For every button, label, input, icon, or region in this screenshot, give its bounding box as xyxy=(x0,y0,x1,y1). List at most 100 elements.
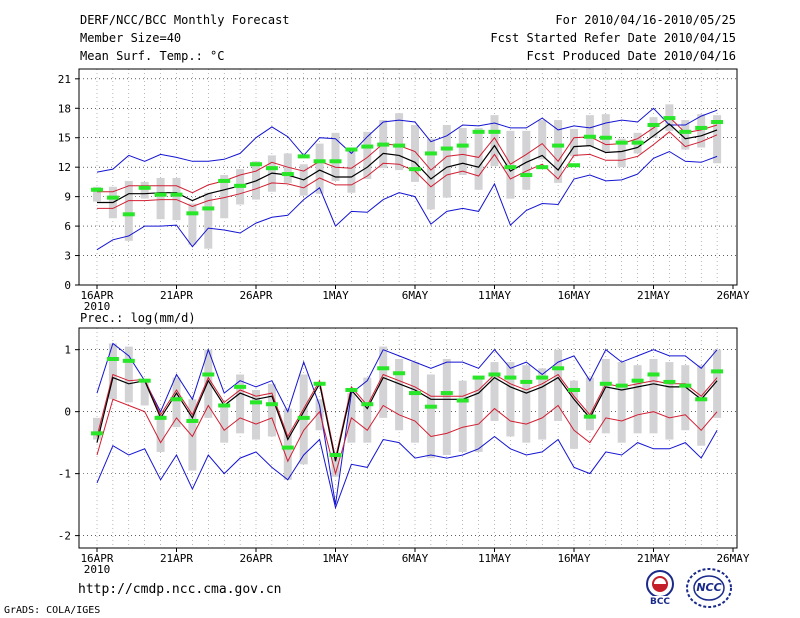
precipitation-obs-mark xyxy=(393,371,406,376)
temperature-obs-mark xyxy=(599,135,612,140)
temperature-box xyxy=(124,180,133,241)
temperature-box xyxy=(442,124,451,198)
precipitation-box xyxy=(506,362,515,437)
temperature-box xyxy=(490,115,499,167)
bcc-logo-text: BCC xyxy=(649,597,671,607)
footer-url[interactable]: http://cmdp.ncc.cma.gov.cn xyxy=(78,582,282,597)
bcc-logo-icon xyxy=(646,570,674,606)
temperature-obs-mark xyxy=(631,140,644,145)
precipitation-box xyxy=(395,358,404,431)
temperature-box xyxy=(220,175,229,219)
precipitation-obs-mark xyxy=(583,414,596,419)
bcc-logo: BCC xyxy=(640,568,680,608)
variable-label: Mean Surf. Temp.: °C xyxy=(80,49,225,63)
temperature-obs-mark xyxy=(583,134,596,139)
temperature-obs-mark xyxy=(106,195,119,200)
temperature-obs-mark xyxy=(409,167,421,172)
precipitation-obs-mark xyxy=(250,400,262,405)
precipitation-box xyxy=(570,380,578,449)
precipitation-xtick-label: 16MAY xyxy=(557,552,590,565)
temperature-ytick-label: 6 xyxy=(64,220,71,233)
precipitation-obs-mark xyxy=(520,379,533,384)
temperature-ytick-label: 15 xyxy=(58,132,71,145)
temperature-box xyxy=(172,177,181,221)
temperature-box xyxy=(188,203,197,245)
precipitation-box xyxy=(665,362,674,440)
precipitation-box xyxy=(697,365,706,446)
temperature-obs-mark xyxy=(440,146,453,151)
temperature-box xyxy=(601,114,610,152)
precipitation-obs-mark xyxy=(154,415,167,420)
temperature-ytick-label: 9 xyxy=(64,191,71,204)
precipitation-obs-mark xyxy=(218,403,231,408)
precipitation-obs-mark xyxy=(329,453,342,458)
forecast-period: For 2010/04/16-2010/05/25 xyxy=(555,13,736,27)
precipitation-obs-mark xyxy=(106,356,119,361)
precipitation-obs-mark xyxy=(122,358,135,363)
precipitation-year-label: 2010 xyxy=(84,563,111,576)
precipitation-box xyxy=(442,358,451,456)
precipitation-xtick-label: 21MAY xyxy=(637,552,670,565)
temperature-obs-mark xyxy=(536,165,549,170)
precipitation-box xyxy=(458,380,467,452)
precipitation-obs-mark xyxy=(138,378,151,383)
temperature-ytick-label: 21 xyxy=(58,73,71,86)
temperature-obs-mark xyxy=(345,147,358,152)
temperature-obs-mark xyxy=(520,173,533,178)
precipitation-obs-mark xyxy=(170,397,183,402)
temperature-obs-mark xyxy=(377,142,390,147)
temperature-box xyxy=(538,120,547,160)
precipitation-obs-mark xyxy=(361,402,374,407)
precipitation-max-line xyxy=(96,342,718,505)
precipitation-box xyxy=(617,362,626,443)
precipitation-obs-mark xyxy=(345,387,358,392)
temperature-obs-mark xyxy=(218,178,231,183)
precipitation-ytick-label: -1 xyxy=(58,468,71,481)
temperature-box xyxy=(156,177,165,220)
temperature-box xyxy=(426,138,435,210)
precipitation-box xyxy=(236,374,245,434)
precipitation-obs-mark xyxy=(440,391,453,396)
precipitation-box xyxy=(252,389,260,440)
precipitation-box xyxy=(426,374,435,459)
temperature-obs-mark xyxy=(297,154,310,159)
temperature-box xyxy=(570,128,578,157)
precipitation-obs-mark xyxy=(186,418,199,423)
precipitation-box xyxy=(713,349,722,418)
temperature-obs-mark xyxy=(361,144,374,149)
precipitation-obs-mark xyxy=(488,372,501,377)
precipitation-box xyxy=(379,346,388,418)
precipitation-box xyxy=(474,377,483,452)
precipitation-box xyxy=(156,414,165,452)
precipitation-plus-sigma-line xyxy=(96,373,718,459)
precipitation-panel: -2 -1 0 1 16APR 21APR 26APR 1MAY 6MAY 11MAY 16MAY 2… xyxy=(58,327,750,576)
precipitation-xtick-label: 26APR xyxy=(239,552,272,565)
temperature-box xyxy=(681,120,690,150)
temperature-box xyxy=(363,131,372,179)
temperature-obs-mark xyxy=(122,212,135,217)
precipitation-xtick-label: 21APR xyxy=(160,552,193,565)
temperature-box xyxy=(585,115,594,147)
temperature-obs-mark xyxy=(424,151,437,156)
temperature-max-line xyxy=(96,107,718,173)
precipitation-xtick-label: 6MAY xyxy=(402,552,429,565)
temperature-obs-mark xyxy=(488,129,501,134)
temperature-obs-mark xyxy=(329,159,342,164)
precipitation-obs-mark xyxy=(679,383,692,388)
temperature-minus-sigma-line xyxy=(97,131,718,209)
precipitation-box xyxy=(490,362,499,421)
temperature-xtick-label: 6MAY xyxy=(402,289,429,302)
precipitation-obs-mark xyxy=(265,402,278,407)
temperature-box xyxy=(395,113,404,171)
temperature-obs-mark xyxy=(234,183,247,188)
temperature-box xyxy=(315,143,324,194)
precipitation-box xyxy=(172,377,181,428)
forecast-start-date: Fcst Started Refer Date 2010/04/15 xyxy=(490,31,736,45)
temperature-ytick-label: 12 xyxy=(58,161,71,174)
precipitation-obs-mark xyxy=(313,381,326,386)
temperature-min-line xyxy=(96,150,718,251)
precipitation-box xyxy=(633,365,642,434)
precipitation-obs-mark xyxy=(615,383,628,388)
temperature-obs-mark xyxy=(711,120,724,125)
temperature-xtick-label: 21MAY xyxy=(637,289,670,302)
